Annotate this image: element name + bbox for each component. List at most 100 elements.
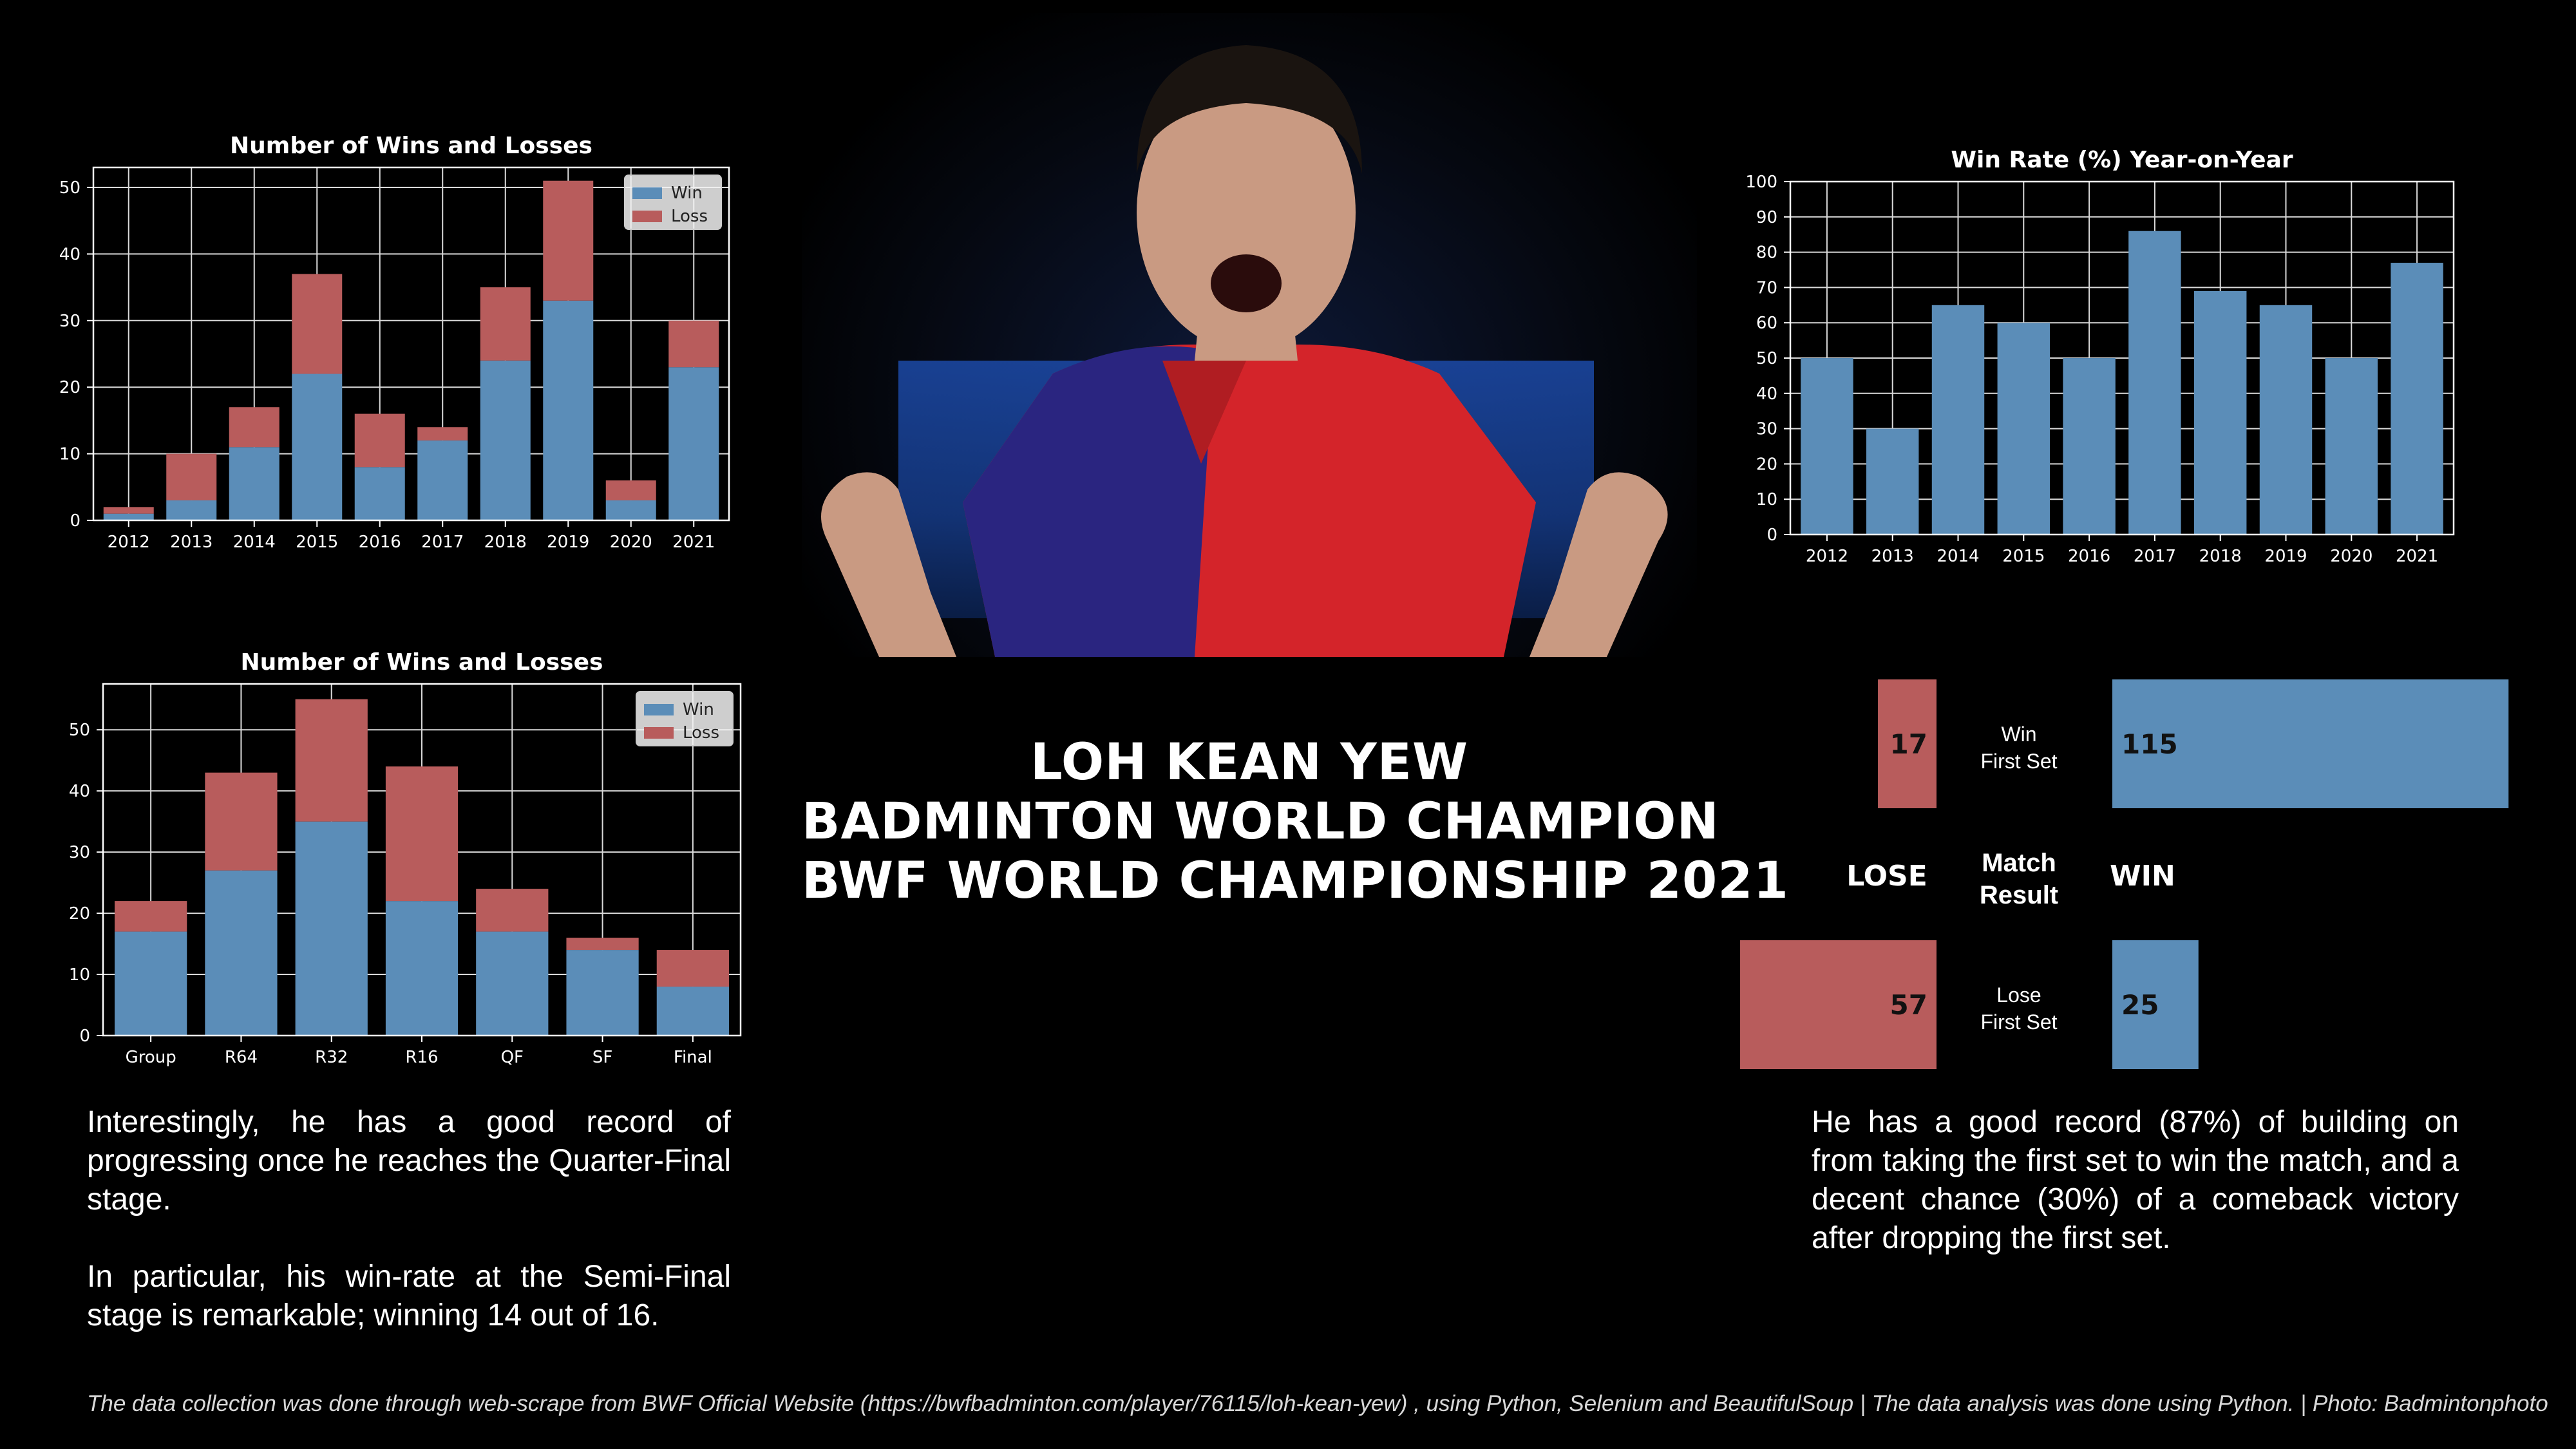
bar-win bbox=[480, 360, 531, 520]
x-tick-label: R64 bbox=[225, 1048, 258, 1067]
x-tick-label: 2013 bbox=[170, 533, 213, 552]
bar bbox=[1801, 358, 1853, 535]
headline-name: LOH KEAN YEW bbox=[1030, 734, 1468, 791]
bar-win bbox=[543, 300, 594, 520]
bar-lose-value: 57 bbox=[1890, 989, 1927, 1021]
left-commentary-p2: In particular, his win-rate at the Semi-… bbox=[87, 1260, 731, 1332]
y-tick-label: 10 bbox=[69, 965, 90, 985]
chart-title: Win Rate (%) Year-on-Year bbox=[1951, 147, 2293, 173]
legend-label-loss: Loss bbox=[683, 723, 719, 743]
player-silhouette bbox=[821, 45, 1668, 657]
plot-frame bbox=[92, 166, 730, 522]
wins-losses-by-round-chart: 0 10 20 30 40 50 Group R64 R32 R16 QF SF Final Number… bbox=[39, 644, 747, 1082]
wins-losses-by-year-svg: 0 10 20 30 40 50 2012 2013 2014 2015 2016 2017 2018 2… bbox=[59, 133, 730, 552]
plot-frame bbox=[1789, 180, 2455, 536]
header-lose: LOSE bbox=[1846, 860, 1927, 893]
bar-win bbox=[476, 931, 549, 1036]
win-rate-svg: 0 10 20 30 40 50 60 70 80 90 100 2012 2013 2014 2015 20… bbox=[1745, 147, 2455, 566]
x-tick-label: 2020 bbox=[2330, 547, 2372, 566]
x-tick-label: Group bbox=[126, 1048, 176, 1067]
bar-win bbox=[566, 950, 639, 1036]
x-tick-label: 2017 bbox=[2134, 547, 2176, 566]
bar-loss bbox=[385, 766, 459, 902]
x-tick-label: 2012 bbox=[108, 533, 150, 552]
bar-lose-value: 17 bbox=[1890, 728, 1927, 760]
headline-event: BWF WORLD CHAMPIONSHIP 2021 bbox=[802, 852, 1789, 910]
bar-loss bbox=[205, 772, 278, 871]
y-tick-label: 80 bbox=[1756, 243, 1777, 263]
bar-win-value: 115 bbox=[2121, 728, 2178, 760]
bar-loss bbox=[166, 453, 217, 500]
bar bbox=[2391, 263, 2443, 535]
bar bbox=[1866, 428, 1919, 535]
row-label-line1: Lose bbox=[1996, 983, 2041, 1007]
y-tick-label: 0 bbox=[79, 1027, 90, 1046]
bar-win bbox=[295, 821, 368, 1036]
x-tick-label: 2015 bbox=[296, 533, 338, 552]
y-tick-label: 20 bbox=[59, 378, 80, 397]
x-tick-label: 2014 bbox=[1937, 547, 1979, 566]
y-tick-label: 10 bbox=[1756, 490, 1777, 509]
bar-win bbox=[354, 467, 405, 520]
chart-title: Number of Wins and Losses bbox=[230, 133, 592, 159]
player-photo bbox=[802, 13, 1697, 657]
x-tick-label: QF bbox=[501, 1048, 524, 1067]
bar bbox=[1997, 323, 2050, 535]
x-tick-label: 2021 bbox=[2396, 547, 2438, 566]
wins-losses-by-round-svg: 0 10 20 30 40 50 Group R64 R32 R16 QF SF Final Number… bbox=[69, 649, 742, 1067]
y-tick-label: 100 bbox=[1745, 173, 1777, 192]
right-commentary: He has a good record (87%) of building o… bbox=[1812, 1103, 2459, 1258]
header-center-line1: Match bbox=[1982, 849, 2056, 877]
bar-loss bbox=[354, 413, 405, 468]
x-tick-label: R16 bbox=[405, 1048, 438, 1067]
bar-win-value: 25 bbox=[2121, 989, 2159, 1021]
x-tick-label: 2016 bbox=[359, 533, 401, 552]
row-label-line1: Win bbox=[2001, 723, 2036, 746]
legend-swatch-loss bbox=[644, 727, 674, 739]
row-label-line2: First Set bbox=[1980, 1010, 2057, 1034]
y-tick-label: 30 bbox=[69, 843, 90, 862]
y-tick-label: 70 bbox=[1756, 278, 1777, 298]
bar-loss bbox=[476, 889, 549, 932]
legend-swatch-loss bbox=[632, 211, 662, 222]
bar-win bbox=[417, 440, 468, 520]
headline: LOH KEAN YEW BADMINTON WORLD CHAMPION BW… bbox=[802, 733, 1789, 911]
legend-swatch-win bbox=[632, 187, 662, 199]
x-tick-label: Final bbox=[674, 1048, 712, 1067]
y-tick-label: 50 bbox=[59, 178, 80, 198]
bar-loss bbox=[656, 950, 729, 987]
bar bbox=[2128, 231, 2181, 535]
bar-win bbox=[205, 870, 278, 1036]
x-tick-label: 2021 bbox=[672, 533, 715, 552]
bar-lose bbox=[1740, 940, 1937, 1069]
legend-swatch-win bbox=[644, 704, 674, 715]
row-label-line2: First Set bbox=[1980, 750, 2057, 773]
plot-frame bbox=[102, 683, 742, 1037]
x-tick-label: 2015 bbox=[2002, 547, 2045, 566]
bar-loss bbox=[229, 407, 279, 448]
bar-loss bbox=[605, 480, 656, 500]
x-tick-label: 2019 bbox=[547, 533, 589, 552]
y-tick-label: 0 bbox=[70, 511, 80, 531]
bar-loss bbox=[115, 901, 187, 932]
bar-win bbox=[656, 987, 729, 1036]
y-tick-label: 30 bbox=[59, 312, 80, 331]
bar bbox=[1931, 305, 1985, 535]
bar bbox=[2193, 290, 2247, 535]
legend-label-win: Win bbox=[683, 700, 714, 719]
chart-title: Number of Wins and Losses bbox=[241, 649, 603, 676]
y-tick-label: 20 bbox=[1756, 455, 1777, 474]
x-tick-label: 2016 bbox=[2068, 547, 2110, 566]
bar-win bbox=[385, 901, 459, 1036]
bar-win bbox=[103, 513, 154, 520]
bar-win bbox=[605, 500, 656, 520]
legend-label-loss: Loss bbox=[671, 207, 708, 226]
left-commentary: Interestingly, he has a good record of p… bbox=[87, 1103, 731, 1335]
y-tick-label: 40 bbox=[1756, 384, 1777, 404]
y-tick-label: 10 bbox=[59, 445, 80, 464]
y-tick-label: 50 bbox=[1756, 349, 1777, 368]
bar-loss bbox=[295, 699, 368, 822]
left-commentary-p1: Interestingly, he has a good record of p… bbox=[87, 1105, 731, 1217]
bar-win bbox=[166, 500, 217, 520]
first-set-match-result-svg: 17 115 Win First Set 57 25 Lose First Set LOSE WI… bbox=[1740, 679, 2509, 1069]
